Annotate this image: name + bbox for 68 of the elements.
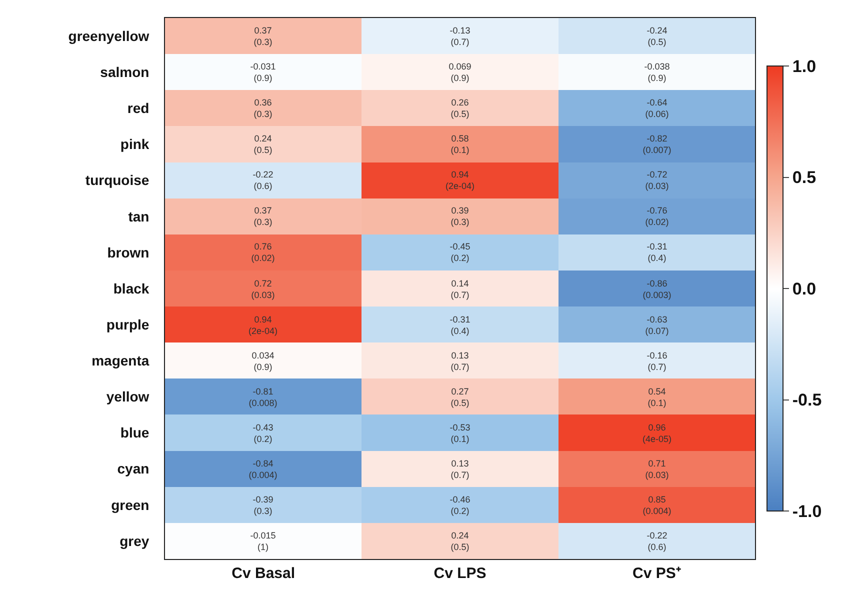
y-tick-label: purple <box>106 316 150 332</box>
data-label: -0.038 (0.9) <box>644 61 670 83</box>
data-label: 0.71 (0.03) <box>645 458 669 480</box>
y-tick-label: grey <box>120 532 150 549</box>
y-tick-label: cyan <box>117 460 150 477</box>
y-tick-label: green <box>111 496 150 513</box>
data-label: 0.37 (0.3) <box>254 205 272 227</box>
data-label: 0.72 (0.03) <box>251 278 275 300</box>
data-label: -0.46 (0.2) <box>450 494 470 516</box>
data-label: -0.63 (0.07) <box>645 314 669 336</box>
data-label: -0.13 (0.7) <box>450 25 470 47</box>
color-bar-label: 1.0 <box>792 56 816 76</box>
data-label: 0.14 (0.7) <box>450 278 470 300</box>
data-label: 0.034 (0.9) <box>252 350 274 372</box>
data-label: 0.13 (0.7) <box>450 458 470 480</box>
y-tick-label: pink <box>120 136 150 152</box>
data-label: 0.37 (0.3) <box>254 25 272 47</box>
data-label: 0.58 (0.1) <box>450 133 470 155</box>
x-tick-label: Cv LPS <box>434 565 486 582</box>
y-tick-label: turquoise <box>85 172 150 188</box>
y-tick-label: greenyellow <box>68 28 150 44</box>
data-label: 0.54 (0.1) <box>648 386 666 408</box>
data-label: -0.82 (0.007) <box>642 133 672 155</box>
data-label: 0.27 (0.5) <box>450 386 470 408</box>
y-tick-label: yellow <box>106 388 150 405</box>
data-label: 0.24 (0.5) <box>450 530 470 552</box>
data-label: 0.26 (0.5) <box>450 97 470 119</box>
data-label: -0.43 (0.2) <box>252 422 274 444</box>
data-label: -0.76 (0.02) <box>645 205 669 227</box>
data-label: -0.53 (0.1) <box>450 422 470 444</box>
data-label: -0.031 (0.9) <box>250 61 276 83</box>
data-label: 0.85 (0.004) <box>642 494 672 516</box>
data-label: -0.31 (0.4) <box>450 314 470 336</box>
color-bar-label: 0.5 <box>792 168 816 188</box>
y-tick-label: brown <box>107 244 150 260</box>
y-tick-label: black <box>113 280 150 296</box>
y-tick-label: magenta <box>92 352 150 369</box>
data-label: 0.94 (2e-04) <box>248 314 278 336</box>
data-label: -0.81 (0.008) <box>248 386 278 408</box>
data-label: 0.36 (0.3) <box>254 97 272 119</box>
color-bar-label: -0.5 <box>792 390 822 410</box>
data-label: -0.24 (0.5) <box>646 25 668 47</box>
color-bar-label: 0.0 <box>792 279 816 298</box>
y-tick-label: red <box>127 100 150 116</box>
y-tick-label: salmon <box>100 64 150 80</box>
data-label: -0.64 (0.06) <box>645 97 669 119</box>
data-label: -0.22 (0.6) <box>252 169 274 191</box>
data-label: -0.22 (0.6) <box>646 530 668 552</box>
data-label: -0.45 (0.2) <box>450 241 470 263</box>
data-label: 0.39 (0.3) <box>450 205 470 227</box>
data-label: 0.13 (0.7) <box>450 350 470 372</box>
y-tick-label: tan <box>128 208 150 224</box>
data-label: 0.069 (0.9) <box>448 61 472 83</box>
x-tick-label: Cv PS⁺ <box>632 565 681 582</box>
data-label: -0.015 (1) <box>250 530 276 552</box>
data-label: 0.94 (2e-04) <box>445 169 475 191</box>
data-label: 0.24 (0.5) <box>254 133 272 155</box>
x-tick-label: Cv Basal <box>232 565 296 582</box>
data-label: 0.76 (0.02) <box>251 241 275 263</box>
color-bar-label: -1.0 <box>792 502 822 521</box>
data-label: -0.16 (0.7) <box>646 350 668 372</box>
y-tick-label: blue <box>120 424 150 441</box>
data-label: -0.39 (0.3) <box>252 494 274 516</box>
data-label: -0.86 (0.003) <box>642 278 672 300</box>
data-label: -0.84 (0.004) <box>248 458 278 480</box>
data-label: -0.72 (0.03) <box>645 169 669 191</box>
data-label: 0.96 (4e-05) <box>642 422 672 444</box>
data-label: -0.31 (0.4) <box>646 241 668 263</box>
